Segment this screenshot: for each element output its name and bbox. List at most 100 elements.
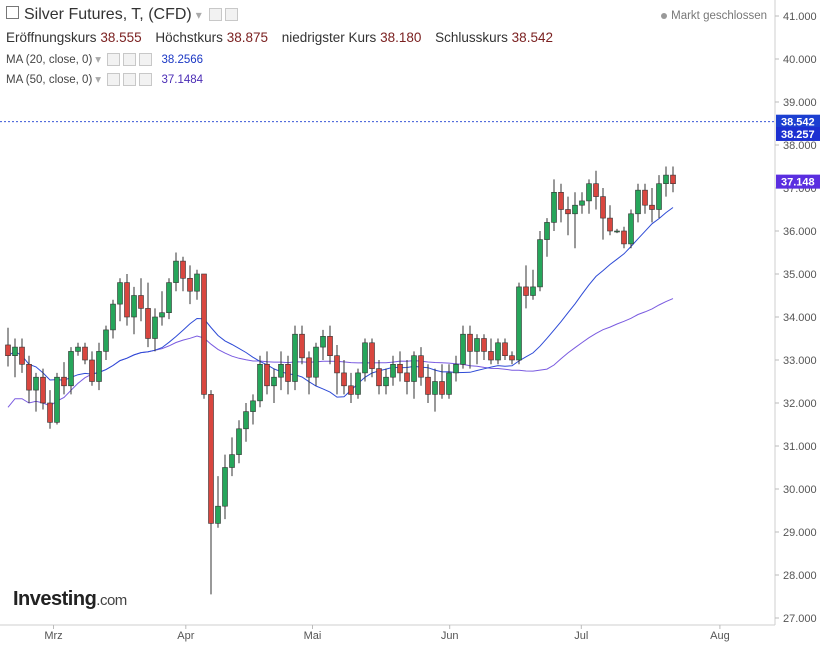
candle-body	[453, 363, 459, 374]
candle-body	[152, 316, 158, 339]
y-tick-label: 40.000	[783, 54, 817, 66]
candle-body	[19, 346, 25, 365]
x-tick-label: Mai	[304, 630, 322, 642]
candle-body	[670, 174, 676, 185]
candle-body	[600, 196, 606, 219]
y-tick-label: 41.000	[783, 11, 817, 23]
candle-body	[173, 260, 179, 283]
candle-body	[586, 183, 592, 202]
ma20-line	[7, 207, 674, 398]
ma50-value: 37.1484	[161, 74, 204, 86]
candle-body	[306, 357, 312, 378]
ma50-chevron-icon[interactable]: ▾	[95, 74, 102, 86]
candle-body	[215, 505, 221, 524]
eye-icon[interactable]	[107, 53, 121, 67]
candle-body	[82, 346, 88, 361]
candle-body	[460, 333, 466, 365]
x-tick-label: Mrz	[44, 630, 62, 642]
close-icon[interactable]	[139, 53, 153, 67]
x-tick-label: Jun	[441, 630, 459, 642]
candle-body	[467, 333, 473, 352]
candle-body	[530, 286, 536, 296]
open-label: Eröffnungskurs	[6, 30, 97, 45]
candle-body	[12, 346, 18, 357]
candle-body	[572, 204, 578, 215]
y-tick-label: 28.000	[783, 570, 817, 582]
candle-body	[663, 174, 669, 185]
low-value: 38.180	[380, 30, 422, 45]
ma20-legend: MA (20, close, 0) ▾ 38.2566	[6, 52, 204, 67]
candle-body	[516, 286, 522, 361]
ma20-label: MA (20, close, 0)	[6, 54, 93, 66]
candle-body	[628, 213, 634, 245]
candle-body	[607, 217, 613, 232]
last-price-badge-bg	[776, 114, 820, 129]
x-tick-label: Jul	[574, 630, 588, 642]
candle-body	[397, 363, 403, 374]
candle-body	[208, 394, 214, 524]
candle-body	[110, 303, 116, 331]
ma20-badge-bg	[776, 126, 820, 141]
gear-icon[interactable]	[225, 8, 239, 22]
candle-body	[159, 312, 165, 318]
candle-body	[75, 346, 81, 352]
candle-body	[348, 385, 354, 395]
chart-title-row: Silver Futures, T, (CFD) ▾	[6, 6, 239, 24]
candle-body	[194, 273, 200, 292]
candle-body	[635, 189, 641, 215]
market-status: Markt geschlossen	[661, 10, 767, 22]
candle-body	[264, 363, 270, 387]
y-tick-label: 27.000	[783, 613, 817, 625]
candle-body	[61, 376, 67, 387]
candle-body	[201, 273, 207, 395]
candle-body	[222, 467, 228, 507]
candle-body	[243, 411, 249, 430]
candle-body	[551, 192, 557, 223]
candle-body	[446, 372, 452, 395]
candle-body	[544, 222, 550, 240]
chevron-down-icon[interactable]: ▾	[195, 8, 202, 22]
eye-icon[interactable]	[107, 73, 121, 87]
candle-body	[187, 277, 193, 292]
candle-body	[376, 368, 382, 387]
candle-body	[103, 329, 109, 352]
candle-body	[54, 376, 60, 423]
high-value: 38.875	[226, 30, 268, 45]
candle-body	[362, 342, 368, 374]
candle-body	[334, 355, 340, 374]
candle-body	[257, 363, 263, 402]
candle-body	[285, 363, 291, 382]
close-label: Schlusskurs	[435, 30, 508, 45]
market-status-label: Markt geschlossen	[671, 10, 767, 22]
gear-icon[interactable]	[123, 73, 137, 87]
candle-body	[250, 400, 256, 412]
gear-icon[interactable]	[123, 53, 137, 67]
eye-icon[interactable]	[209, 8, 223, 22]
candle-body	[96, 351, 102, 382]
y-tick-label: 31.000	[783, 441, 817, 453]
last-price-badge: 38.542	[781, 117, 815, 129]
candle-body	[292, 333, 298, 382]
candle-body	[89, 359, 95, 382]
candle-body	[425, 376, 431, 395]
high-label: Höchstkurs	[155, 30, 223, 45]
ma20-value: 38.2566	[161, 54, 204, 66]
chart-title: Silver Futures, T, (CFD)	[24, 6, 192, 23]
y-tick-label: 39.000	[783, 97, 817, 109]
ma20-chevron-icon[interactable]: ▾	[95, 54, 102, 66]
collapse-icon[interactable]	[6, 6, 19, 20]
y-tick-label: 38.000	[783, 140, 817, 152]
ohlc-row: Eröffnungskurs 38.555 Höchstkurs 38.875 …	[6, 30, 563, 45]
candle-body	[383, 376, 389, 387]
candle-body	[299, 333, 305, 359]
candle-body	[509, 355, 515, 361]
candle-body	[523, 286, 529, 296]
candle-body	[404, 372, 410, 382]
y-tick-label: 32.000	[783, 398, 817, 410]
ma50-label: MA (50, close, 0)	[6, 74, 93, 86]
candle-body	[355, 372, 361, 395]
y-tick-label: 29.000	[783, 527, 817, 539]
candle-body	[320, 336, 326, 348]
close-icon[interactable]	[139, 73, 153, 87]
